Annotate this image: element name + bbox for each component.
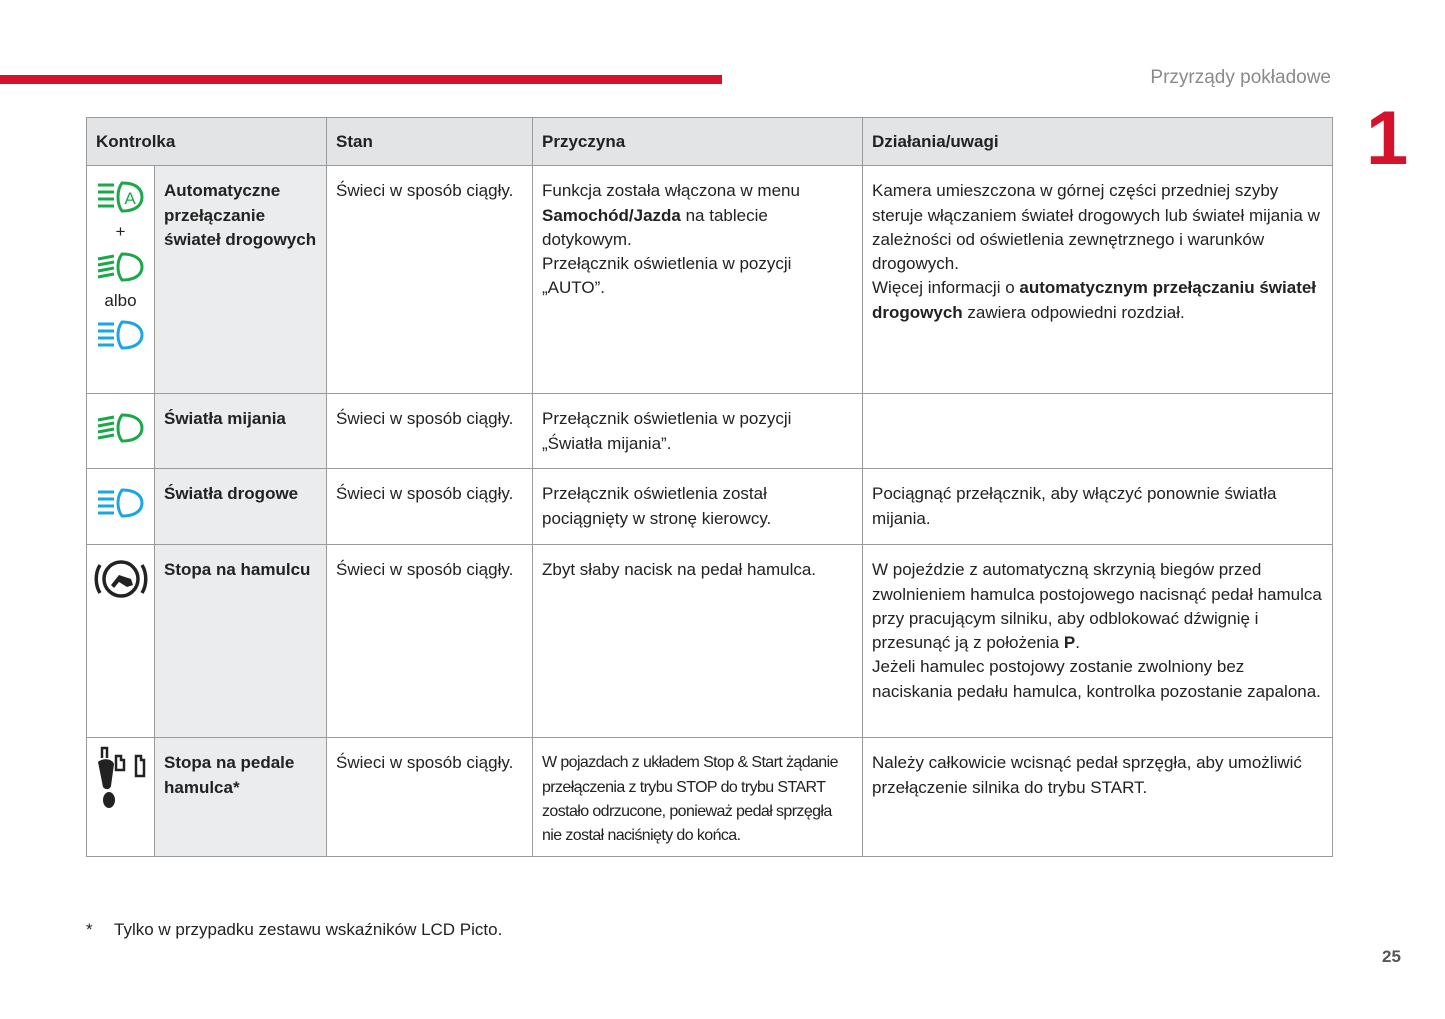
cause-cell: Funkcja została włączona w menu Samochód… [532,165,863,395]
indicator-cell: A + albo [86,165,155,395]
indicator-cell [86,393,155,470]
text: . [1075,633,1080,653]
state-cell: Świeci w sposób ciągły. [326,165,533,395]
dipped-beam-icon [97,413,144,443]
cause-cell: Przełącznik oświetlenia w pozycji „Świat… [532,393,863,470]
plus-sign: + [115,222,126,242]
main-beam-icon [97,320,144,350]
header-accent-bar [0,75,722,84]
text: na tablecie dotykowym. [542,205,768,249]
table-row: A + albo Automatyczne przełączanie świat… [86,165,1333,395]
column-header: Działania/uwagi [862,116,1333,167]
action-cell: Kamera umieszczona w górnej części przed… [862,165,1333,395]
text: Przełącznik oświetlenia w pozycji „AUTO”… [542,254,792,298]
section-title: Przyrządy pokładowe [1150,67,1331,88]
text: Więcej informacji o [872,278,1020,298]
or-label: albo [104,290,137,310]
cause-cell: Przełącznik oświetlenia został pociągnię… [532,468,863,546]
indicator-name: Światła mijania [154,393,327,470]
state-cell: Świeci w sposób ciągły. [326,393,533,470]
footnote: * Tylko w przypadku zestawu wskaźników LC… [86,920,502,940]
svg-text:A: A [124,189,136,208]
indicator-cell [86,544,155,739]
foot-on-brake-icon [94,560,147,599]
page-number: 25 [1382,947,1401,966]
action-cell [862,393,1333,470]
state-cell: Świeci w sposób ciągły. [326,544,533,739]
indicator-cell [86,468,155,546]
text: W pojeździe z automatyczną skrzynią bieg… [872,560,1322,653]
state-cell: Świeci w sposób ciągły. [326,468,533,546]
indicator-name: Światła drogowe [154,468,327,546]
indicator-name: Automatyczne przełączanie świateł drogow… [154,165,327,395]
table-row: Stopa na hamulcu Świeci w sposób ciągły.… [86,544,1333,739]
gear-position: P [1063,633,1076,653]
auto-high-beam-icon: A [97,181,144,213]
footnote-mark: * [86,920,93,939]
warning-lights-table: Kontrolka Stan Przyczyna Działania/uwagi… [86,116,1333,858]
chapter-number: 1 [1366,96,1409,181]
text: zawiera odpowiedni rozdział. [962,302,1185,322]
chapter-reference: automatycznym przełączaniu świateł drogo… [872,278,1317,322]
action-cell: Należy całkowicie wcisnąć pedał sprzęgła… [862,737,1333,858]
column-header: Kontrolka [86,116,327,167]
footnote-text: Tylko w przypadku zestawu wskaźników LCD… [114,920,503,939]
indicator-name: Stopa na hamulcu [154,544,327,739]
menu-name: Samochód/Jazda [542,205,681,225]
table-header-row: Kontrolka Stan Przyczyna Działania/uwagi [86,116,1333,167]
main-beam-icon [97,488,144,518]
indicator-cell [86,737,155,858]
column-header: Przyczyna [532,116,863,167]
table-row: Światła drogowe Świeci w sposób ciągły. … [86,468,1333,546]
cause-cell: Zbyt słaby nacisk na pedał hamulca. [532,544,863,739]
table-row: Stopa na pedale hamulca* Świeci w sposób… [86,737,1333,858]
cause-cell: W pojazdach z układem Stop & Start żądan… [532,737,863,858]
dipped-beam-icon [97,252,144,282]
state-cell: Świeci w sposób ciągły. [326,737,533,858]
foot-on-clutch-pedal-icon [97,747,145,809]
column-header: Stan [326,116,533,167]
text: Funkcja została włączona w menu [542,181,800,201]
text: Jeżeli hamulec postojowy zostanie zwolni… [872,657,1321,701]
action-cell: Pociągnąć przełącznik, aby włączyć ponow… [862,468,1333,546]
table-row: Światła mijania Świeci w sposób ciągły. … [86,393,1333,470]
text: Kamera umieszczona w górnej części przed… [872,181,1320,274]
indicator-name: Stopa na pedale hamulca* [154,737,327,858]
action-cell: W pojeździe z automatyczną skrzynią bieg… [862,544,1333,739]
